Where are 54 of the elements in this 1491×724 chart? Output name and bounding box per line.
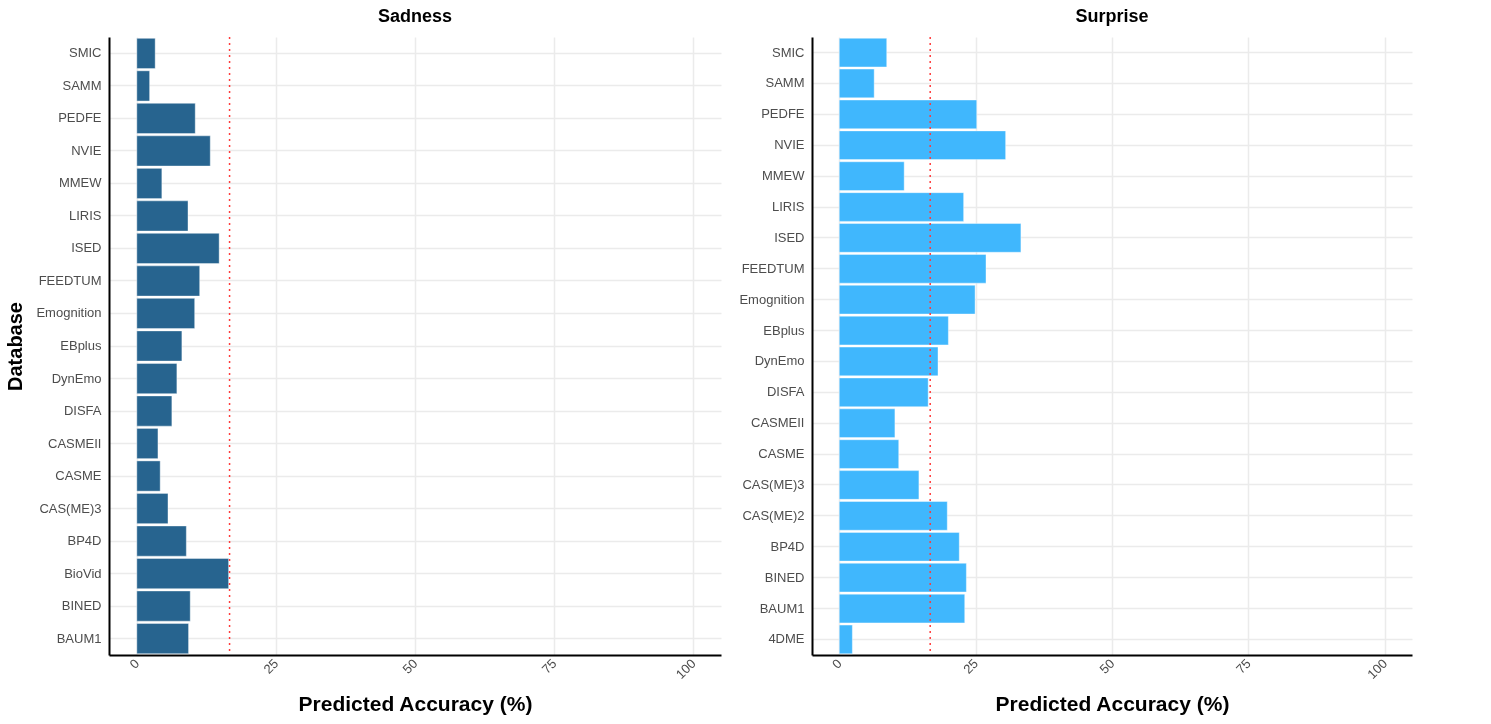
- y-tick-label: CAS(ME)3: [742, 476, 805, 492]
- y-tick-label: Emognition: [36, 305, 102, 321]
- y-tick-label: EBplus: [763, 322, 805, 338]
- x-axis-title: Predicted Accuracy (%): [995, 691, 1230, 715]
- y-tick-label: MMEW: [58, 175, 103, 191]
- y-tick-label: FEEDTUM: [38, 272, 102, 288]
- y-tick-label: 4DME: [768, 631, 805, 647]
- y-tick-label: CAS(ME)2: [742, 507, 805, 523]
- chart-title: Surprise: [1075, 6, 1149, 27]
- x-tick-label: 0: [126, 655, 143, 672]
- x-tick-label: 75: [1232, 655, 1254, 677]
- x-tick-label: 0: [829, 655, 845, 672]
- x-axis-title: Predicted Accuracy (%): [298, 691, 533, 715]
- x-tick-label: 25: [960, 655, 982, 677]
- y-tick-label: CASMEII: [48, 435, 102, 451]
- y-tick-label: CASME: [55, 468, 102, 484]
- y-tick-label: DynEmo: [51, 370, 102, 386]
- x-tick-label: 50: [399, 655, 421, 677]
- y-tick-label: SMIC: [69, 45, 102, 61]
- y-tick-label: DynEmo: [754, 353, 805, 369]
- y-axis-title: Database: [4, 302, 27, 391]
- y-tick-label: MMEW: [761, 168, 806, 184]
- y-tick-label: LIRIS: [771, 199, 805, 215]
- chart-title: Sadness: [377, 6, 453, 27]
- y-tick-label: SAMM: [765, 75, 805, 91]
- y-tick-label: BP4D: [770, 538, 805, 554]
- y-tick-label: ISED: [71, 240, 102, 256]
- y-tick-label: SMIC: [772, 44, 805, 60]
- y-tick-label: FEEDTUM: [741, 260, 805, 276]
- x-tick-label: 75: [538, 655, 560, 677]
- y-tick-label: BP4D: [67, 533, 102, 549]
- y-tick-label: Emognition: [739, 291, 805, 307]
- y-tick-label: SAMM: [62, 77, 102, 93]
- y-tick-label: BINED: [764, 569, 805, 585]
- y-tick-label: BioVid: [64, 565, 102, 581]
- y-tick-label: CAS(ME)3: [39, 500, 102, 516]
- y-tick-label: PEDFE: [761, 106, 805, 122]
- x-tick-label: 50: [1096, 655, 1118, 677]
- y-tick-label: BAUM1: [56, 630, 102, 646]
- y-tick-label: BINED: [61, 598, 102, 614]
- y-tick-label: NVIE: [774, 137, 805, 153]
- x-tick-label: 100: [1364, 655, 1391, 682]
- y-tick-label: CASME: [758, 446, 805, 462]
- y-tick-label: EBplus: [60, 338, 102, 353]
- y-tick-label: DISFA: [766, 384, 805, 400]
- y-tick-label: LIRIS: [68, 207, 102, 223]
- y-tick-label: ISED: [774, 229, 805, 245]
- y-tick-label: CASMEII: [751, 415, 805, 431]
- x-tick-label: 25: [260, 655, 282, 677]
- y-tick-label: BAUM1: [759, 600, 805, 616]
- y-tick-label: NVIE: [71, 142, 102, 158]
- y-tick-label: DISFA: [63, 403, 102, 419]
- y-tick-label: PEDFE: [58, 110, 102, 126]
- x-tick-label: 100: [672, 655, 699, 682]
